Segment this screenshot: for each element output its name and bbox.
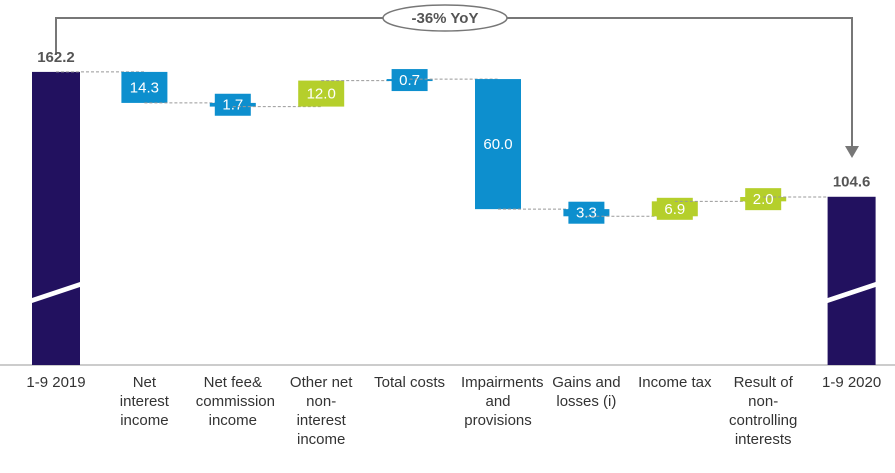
- label-box: [214, 93, 251, 116]
- annotation: -36% YoY: [412, 10, 479, 27]
- x-tick-label: Result of non-controlling interests: [729, 374, 798, 448]
- x-tick-label: Gains and losses (i): [552, 374, 621, 410]
- value-label: 14.3: [130, 79, 159, 96]
- label-box: [745, 188, 782, 211]
- bar: [32, 71, 80, 365]
- axis-break: [26, 280, 86, 305]
- bar: [121, 71, 168, 103]
- x-tick-label: Net fee& commission income: [195, 374, 275, 429]
- label-box: [568, 201, 605, 224]
- bar: [827, 196, 876, 365]
- value-label: 1.7: [222, 97, 243, 114]
- label-box: [391, 69, 428, 92]
- value-label: 0.7: [399, 72, 420, 89]
- value-label: 104.6: [833, 174, 871, 191]
- value-label: 3.3: [576, 205, 597, 222]
- x-tick-label: Total costs: [374, 374, 446, 391]
- arrow-head: [845, 146, 859, 158]
- label-box: [656, 197, 693, 220]
- value-label: 162.2: [37, 49, 75, 66]
- x-tick-label: Income tax: [638, 374, 712, 391]
- axis-break: [821, 280, 882, 305]
- annotation-arrow: [55, 17, 853, 148]
- bar: [475, 79, 521, 210]
- x-tick-label: 1-9 2020: [821, 374, 882, 391]
- value-label: 60.0: [483, 136, 512, 153]
- x-tick-label: Net interest income: [119, 374, 169, 429]
- annotation-ellipse: [382, 4, 508, 32]
- bar: [298, 80, 345, 107]
- x-tick-label: 1-9 2019: [26, 374, 86, 391]
- x-tick-label: Other net non-interest income: [289, 374, 353, 448]
- value-label: 2.0: [753, 191, 774, 208]
- value-label: 12.0: [307, 86, 336, 103]
- x-tick-label: Impairments and provisions: [461, 374, 544, 429]
- value-label: 6.9: [664, 201, 685, 218]
